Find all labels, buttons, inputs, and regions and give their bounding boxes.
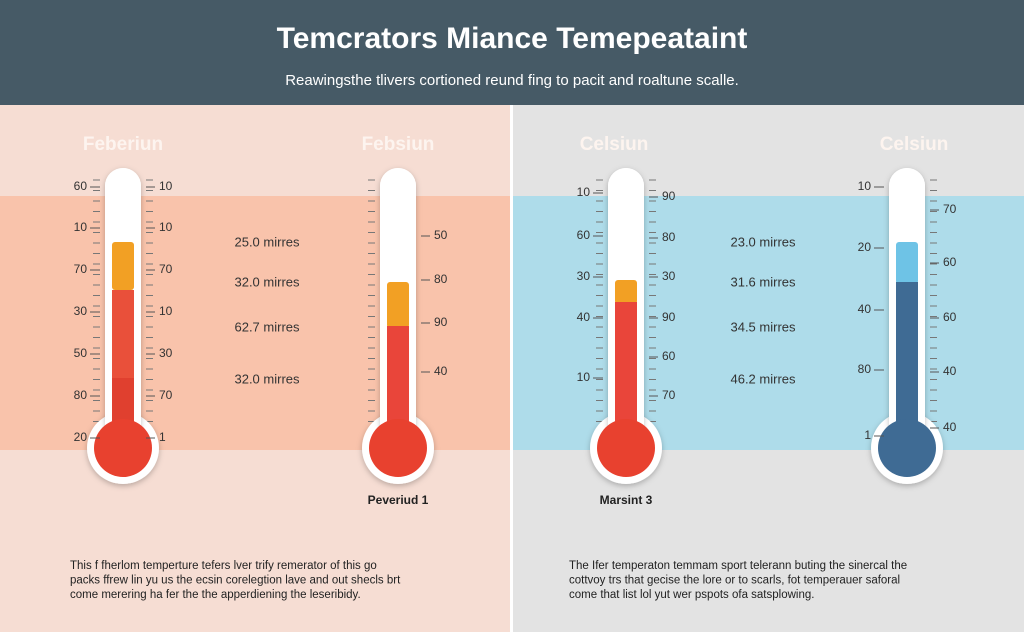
note: packs ffrew lin yu us the ecsin corelegt… (70, 575, 401, 587)
scale-label: 10 (74, 220, 88, 234)
scale-label: 70 (662, 388, 676, 402)
right-band (512, 196, 1024, 450)
fill-level (112, 242, 134, 290)
scale-label: 60 (577, 228, 591, 242)
fill-level (896, 242, 918, 284)
scale-label: 70 (943, 202, 957, 216)
scale-label: 70 (159, 262, 173, 276)
scale-label: 60 (74, 179, 88, 193)
scale-label: 90 (662, 189, 676, 203)
note: come merering ha fer the the apperdienin… (70, 589, 361, 601)
scale-label: 50 (434, 228, 448, 242)
scale-label: 40 (434, 364, 448, 378)
divider (510, 105, 513, 632)
scale-title: Febsiun (362, 134, 435, 155)
fill-level (387, 282, 409, 328)
subtitle: Reawingsthe tlivers cortioned reund fing… (285, 72, 739, 89)
fill-level (896, 282, 918, 448)
scale-title: Celsiun (580, 134, 649, 155)
scale-label: 10 (159, 220, 173, 234)
scale-label: 10 (577, 370, 591, 384)
scale-label: 50 (74, 346, 88, 360)
reading: 34.5 mirres (730, 319, 796, 334)
scale-label: 30 (662, 269, 676, 283)
title: Temcrators Miance Temepeataint (277, 22, 748, 55)
scale-label: 1 (864, 428, 871, 442)
reading: 32.0 mirres (234, 371, 300, 386)
bulb (369, 419, 427, 477)
bulb (94, 419, 152, 477)
fill-level (615, 302, 637, 448)
caption: Marsint 3 (600, 493, 653, 507)
note: This f fherlom temperture tefers lver tr… (70, 560, 377, 572)
scale-label: 30 (577, 269, 591, 283)
note: come that list lol yut wer pspots ofa sa… (569, 589, 814, 601)
reading: 32.0 mirres (234, 274, 300, 289)
scale-label: 20 (858, 240, 872, 254)
reading: 31.6 mirres (730, 274, 796, 289)
fill-level (112, 290, 134, 380)
scale-label: 80 (434, 272, 448, 286)
scale-label: 70 (159, 388, 173, 402)
scale-label: 10 (159, 304, 173, 318)
scale-label: 80 (662, 230, 676, 244)
fill-level (615, 280, 637, 304)
scale-label: 10 (858, 179, 872, 193)
caption: Peveriud 1 (368, 493, 429, 507)
scale-label: 10 (577, 185, 591, 199)
bulb (878, 419, 936, 477)
scale-title: Celsiun (880, 134, 949, 155)
scale-label: 30 (159, 346, 173, 360)
header (0, 0, 1024, 105)
scale-label: 60 (943, 310, 957, 324)
scale-label: 20 (74, 430, 88, 444)
scale-label: 60 (943, 255, 957, 269)
fill-level (387, 326, 409, 448)
note: The Ifer temperaton temmam sport teleran… (569, 560, 907, 572)
reading: 23.0 mirres (730, 234, 796, 249)
scale-label: 80 (74, 388, 88, 402)
scale-label: 70 (74, 262, 88, 276)
scale-label: 90 (662, 310, 676, 324)
scale-label: 1 (159, 430, 166, 444)
note: cottvoy trs that gecise the lore or to s… (569, 575, 900, 587)
scale-label: 40 (858, 302, 872, 316)
bulb (597, 419, 655, 477)
scale-label: 10 (159, 179, 173, 193)
scale-label: 30 (74, 304, 88, 318)
scale-label: 40 (577, 310, 591, 324)
scale-label: 40 (943, 364, 957, 378)
scale-label: 80 (858, 362, 872, 376)
scale-label: 60 (662, 349, 676, 363)
scale-label: 40 (943, 420, 957, 434)
reading: 25.0 mirres (234, 234, 300, 249)
scale-title: Feberiun (83, 134, 163, 155)
scale-label: 90 (434, 315, 448, 329)
reading: 46.2 mirres (730, 371, 796, 386)
reading: 62.7 mirres (234, 319, 300, 334)
